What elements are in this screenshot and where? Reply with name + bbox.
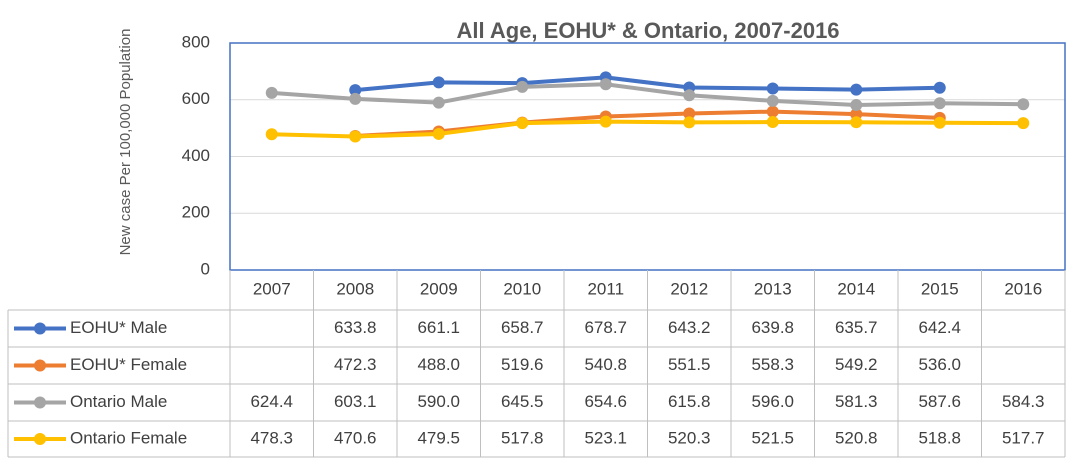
legend-label: EOHU* Male xyxy=(70,318,167,337)
data-point xyxy=(432,76,445,89)
table-value: 518.8 xyxy=(918,428,961,447)
table-value: 521.5 xyxy=(751,428,794,447)
y-tick-label: 200 xyxy=(182,203,210,222)
table-value: 488.0 xyxy=(417,355,460,374)
table-value: 643.2 xyxy=(668,318,711,337)
y-tick-label: 0 xyxy=(201,259,210,278)
table-value: 472.3 xyxy=(334,355,377,374)
table-value: 678.7 xyxy=(584,318,627,337)
table-value: 520.3 xyxy=(668,428,711,447)
data-point xyxy=(432,96,445,109)
legend-label: EOHU* Female xyxy=(70,355,187,374)
x-tick-label: 2008 xyxy=(336,279,374,298)
table-value: 603.1 xyxy=(334,392,377,411)
table-value: 654.6 xyxy=(584,392,627,411)
x-tick-label: 2015 xyxy=(921,279,959,298)
x-tick-label: 2016 xyxy=(1004,279,1042,298)
table-value: 478.3 xyxy=(250,428,293,447)
data-point xyxy=(850,116,863,129)
data-point xyxy=(265,86,278,99)
table-value: 624.4 xyxy=(250,392,293,411)
table-value: 584.3 xyxy=(1002,392,1045,411)
data-point xyxy=(850,83,863,96)
data-point xyxy=(1017,117,1030,130)
x-tick-label: 2013 xyxy=(754,279,792,298)
table-value: 596.0 xyxy=(751,392,794,411)
legend-marker xyxy=(34,359,46,372)
data-point xyxy=(349,84,362,97)
series-line xyxy=(271,82,1024,108)
data-point xyxy=(683,89,696,102)
legend-marker xyxy=(34,433,46,445)
data-point xyxy=(516,117,529,130)
legend-label: Ontario Male xyxy=(70,392,167,411)
y-axis-title: New case Per 100,000 Population xyxy=(117,29,134,256)
table-value: 633.8 xyxy=(334,318,377,337)
table-value: 470.6 xyxy=(334,428,377,447)
table-value: 658.7 xyxy=(501,318,544,337)
x-tick-label: 2014 xyxy=(837,279,875,298)
table-value: 479.5 xyxy=(417,428,460,447)
data-point xyxy=(599,115,612,128)
data-point xyxy=(766,94,779,107)
table-value: 517.8 xyxy=(501,428,544,447)
data-point xyxy=(516,80,529,93)
chart-title: All Age, EOHU* & Ontario, 2007-2016 xyxy=(456,18,839,43)
table-value: 642.4 xyxy=(918,318,961,337)
data-point xyxy=(683,116,696,129)
series-line xyxy=(355,109,940,138)
x-tick-label: 2010 xyxy=(503,279,541,298)
table-value: 540.8 xyxy=(584,355,627,374)
table-value: 558.3 xyxy=(751,355,794,374)
data-point xyxy=(432,127,445,140)
table-value: 645.5 xyxy=(501,392,544,411)
data-point xyxy=(349,92,362,105)
table-value: 587.6 xyxy=(918,392,961,411)
table-value: 520.8 xyxy=(835,428,878,447)
x-tick-label: 2007 xyxy=(253,279,291,298)
table-value: 517.7 xyxy=(1002,428,1045,447)
table-value: 536.0 xyxy=(918,355,961,374)
data-point xyxy=(766,116,779,129)
data-point xyxy=(349,130,362,143)
data-point xyxy=(933,81,946,94)
y-tick-label: 600 xyxy=(182,89,210,108)
table-value: 519.6 xyxy=(501,355,544,374)
table-value: 551.5 xyxy=(668,355,711,374)
table-value: 590.0 xyxy=(417,392,460,411)
x-tick-label: 2012 xyxy=(670,279,708,298)
table-value: 581.3 xyxy=(835,392,878,411)
x-tick-label: 2011 xyxy=(587,279,624,298)
series-line xyxy=(355,75,940,93)
data-point xyxy=(683,107,696,120)
table-value: 639.8 xyxy=(751,318,794,337)
table-value: 635.7 xyxy=(835,318,878,337)
data-point xyxy=(766,82,779,95)
table-value: 523.1 xyxy=(584,428,627,447)
data-point xyxy=(933,97,946,110)
legend-marker xyxy=(34,322,46,335)
table-value: 615.8 xyxy=(668,392,711,411)
data-point xyxy=(599,78,612,91)
y-tick-label: 400 xyxy=(182,146,210,165)
data-point xyxy=(850,99,863,112)
legend-label: Ontario Female xyxy=(70,428,187,447)
table-value: 661.1 xyxy=(417,318,460,337)
y-tick-label: 800 xyxy=(182,32,210,51)
data-point xyxy=(766,105,779,118)
data-point xyxy=(265,128,278,141)
x-tick-label: 2009 xyxy=(420,279,458,298)
table-value: 549.2 xyxy=(835,355,878,374)
legend-marker xyxy=(34,396,46,409)
data-point xyxy=(1017,98,1030,111)
series-line xyxy=(271,119,1024,139)
data-point xyxy=(933,116,946,129)
